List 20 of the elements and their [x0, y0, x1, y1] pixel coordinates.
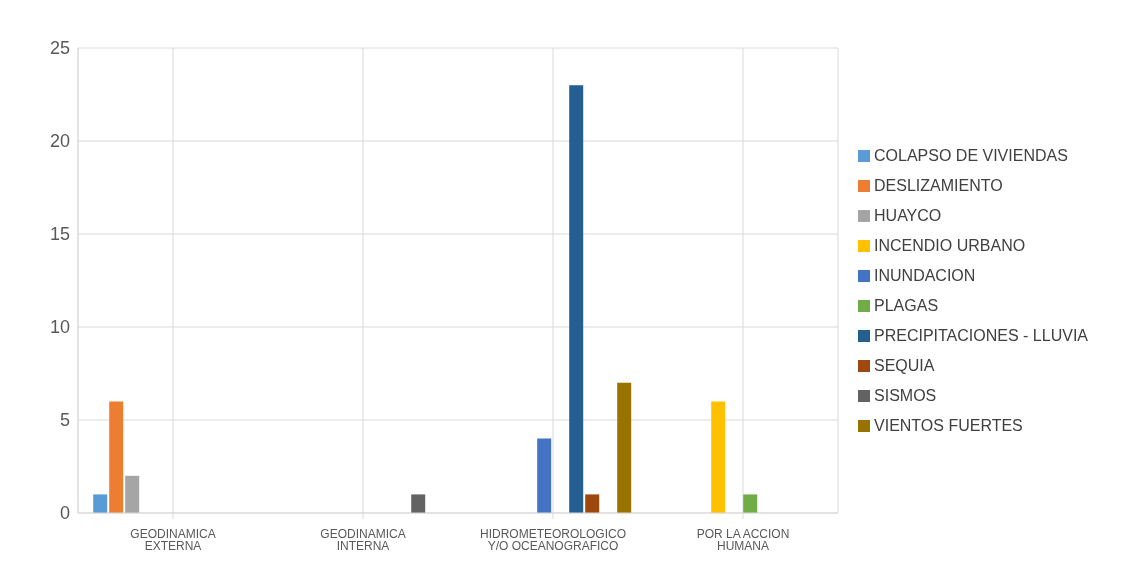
- legend-label: PRECIPITACIONES - LLUVIA: [874, 326, 1088, 344]
- legend-label: DESLIZAMIENTO: [874, 176, 1003, 194]
- legend-label: VIENTOS FUERTES: [874, 416, 1023, 434]
- legend-label: SEQUIA: [874, 356, 935, 374]
- legend-label: SISMOS: [874, 386, 937, 404]
- x-tick-label: GEODINAMICA INTERNA: [320, 526, 406, 553]
- legend-label: INCENDIO URBANO: [874, 236, 1026, 254]
- y-tick-label: 5: [59, 410, 70, 431]
- y-tick-label: 0: [59, 503, 70, 524]
- y-tick-label: 10: [49, 317, 70, 338]
- legend-label: HUAYCO: [874, 206, 942, 224]
- y-tick-label: 15: [49, 224, 70, 245]
- y-tick-label: 25: [49, 38, 70, 59]
- y-tick-label: 20: [49, 131, 70, 152]
- x-tick-label: POR LA ACCION HUMANA: [696, 526, 790, 553]
- x-tick-label: HIDROMETEOROLOGICO Y/O OCEANOGRAFICO: [480, 526, 627, 553]
- x-tick-label: GEODINAMICA EXTERNA: [130, 526, 216, 553]
- legend-label: COLAPSO DE VIVIENDAS: [874, 146, 1068, 164]
- legend-label: INUNDACION: [874, 266, 976, 284]
- legend-label: PLAGAS: [874, 296, 939, 314]
